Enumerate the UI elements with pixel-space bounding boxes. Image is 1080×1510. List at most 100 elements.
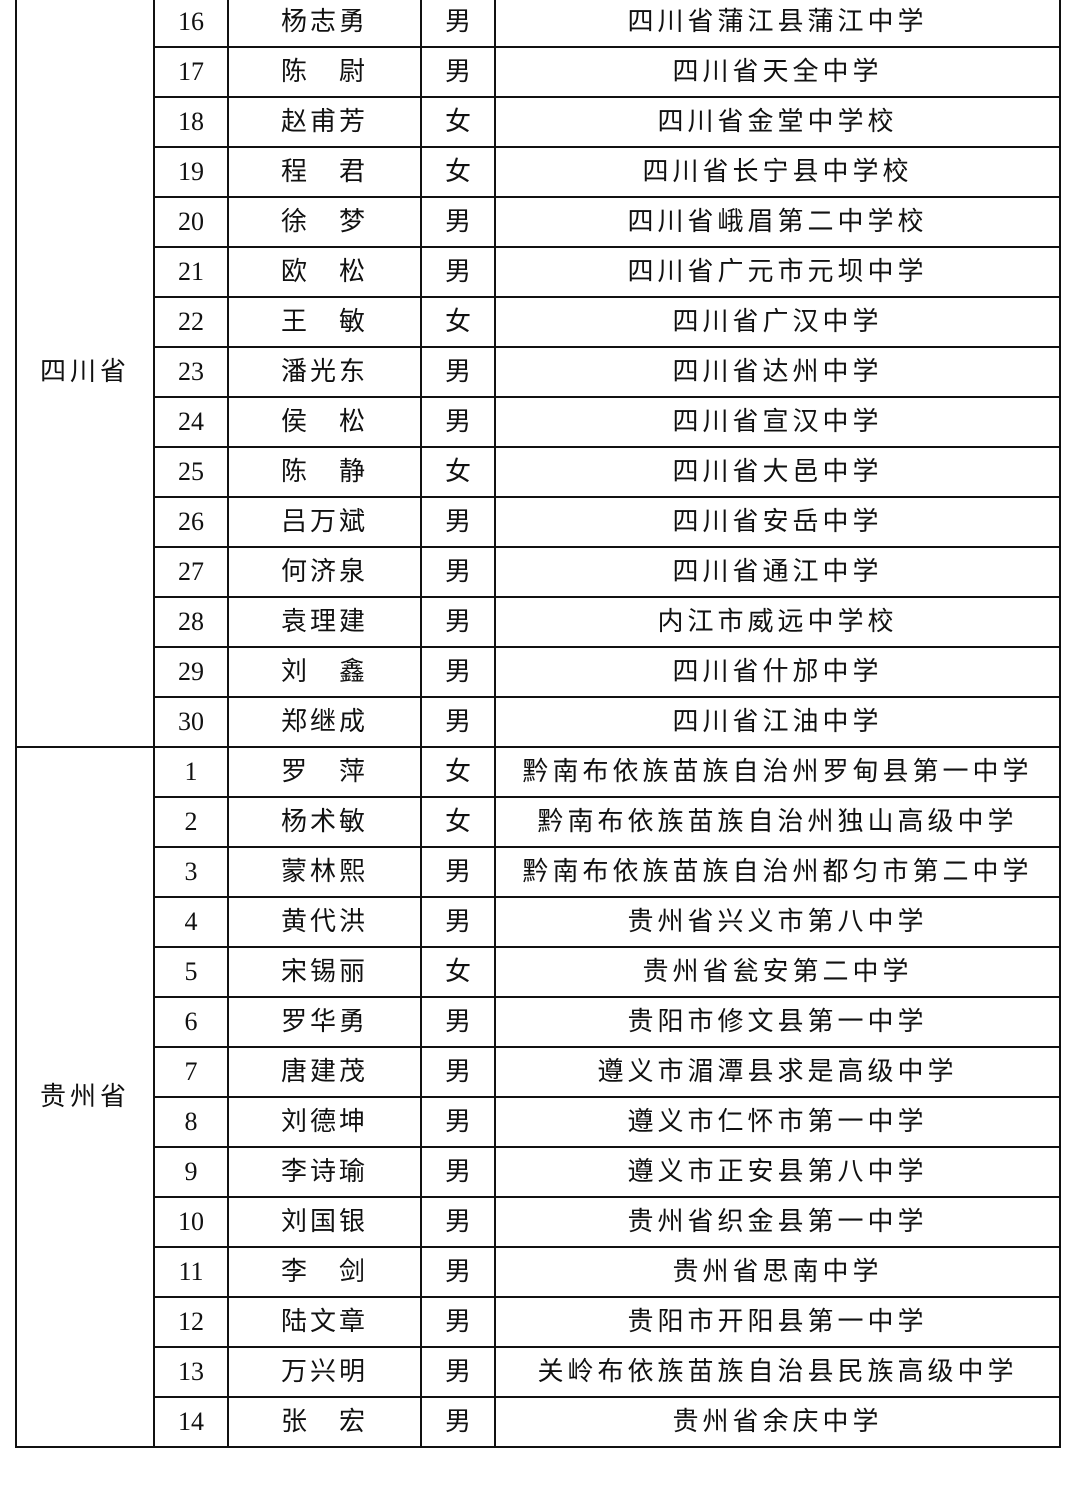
number-cell: 7 xyxy=(153,1046,229,1098)
gender-cell: 男 xyxy=(420,1046,496,1098)
number-cell: 13 xyxy=(153,1346,229,1398)
gender-cell: 男 xyxy=(420,1196,496,1248)
school-cell: 贵州省瓮安第二中学 xyxy=(494,946,1061,998)
province-cell: 四川省 xyxy=(15,0,155,748)
school-cell: 贵州省兴义市第八中学 xyxy=(494,896,1061,948)
gender-cell: 男 xyxy=(420,346,496,398)
name-cell: 何济泉 xyxy=(227,546,422,598)
number-cell: 4 xyxy=(153,896,229,948)
school-cell: 四川省广元市元坝中学 xyxy=(494,246,1061,298)
number-cell: 23 xyxy=(153,346,229,398)
name-cell: 刘德坤 xyxy=(227,1096,422,1148)
table-row: 21 欧 松男四川省广元市元坝中学 xyxy=(16,246,1061,298)
table-row: 9 李诗瑜男遵义市正安县第八中学 xyxy=(16,1146,1061,1198)
table-row: 22 王 敏女四川省广汉中学 xyxy=(16,296,1061,348)
number-cell: 8 xyxy=(153,1096,229,1148)
table-row: 18 赵甫芳女四川省金堂中学校 xyxy=(16,96,1061,148)
table-row: 10 刘国银男贵州省织金县第一中学 xyxy=(16,1196,1061,1248)
gender-cell: 男 xyxy=(420,1246,496,1298)
table-row: 四川省 16 杨志勇男 四川省蒲江县蒲江中学 xyxy=(15,0,1061,748)
number-cell: 10 xyxy=(153,1196,229,1248)
school-cell: 四川省江油中学 xyxy=(494,696,1061,748)
gender-cell: 男 xyxy=(420,696,496,748)
table-row: 26 吕万斌男四川省安岳中学 xyxy=(16,496,1061,548)
gender-cell: 男 xyxy=(420,1396,496,1448)
school-cell: 贵州省织金县第一中学 xyxy=(494,1196,1061,1248)
number-cell: 26 xyxy=(153,496,229,548)
name-cell: 潘光东 xyxy=(227,346,422,398)
name-cell: 宋锡丽 xyxy=(227,946,422,998)
name-cell: 黄代洪 xyxy=(227,896,422,948)
table-row: 14 张 宏男贵州省余庆中学 xyxy=(16,1396,1061,1448)
table-row: 13 万兴明男关岭布依族苗族自治县民族高级中学 xyxy=(16,1346,1061,1398)
name-cell: 刘国银 xyxy=(227,1196,422,1248)
table-row: 24 侯 松男四川省宣汉中学 xyxy=(16,396,1061,448)
school-cell: 四川省宣汉中学 xyxy=(494,396,1061,448)
number-cell: 5 xyxy=(153,946,229,998)
name-cell: 杨志勇 xyxy=(227,0,422,48)
gender-cell: 男 xyxy=(420,596,496,648)
name-cell: 陈 尉 xyxy=(227,46,422,98)
table-row: 20 徐 梦男四川省峨眉第二中学校 xyxy=(16,196,1061,248)
gender-cell: 女 xyxy=(420,796,496,848)
number-cell: 29 xyxy=(153,646,229,698)
name-cell: 袁理建 xyxy=(227,596,422,648)
school-cell: 四川省天全中学 xyxy=(494,46,1061,98)
roster-table-body: 四川省 16 杨志勇男四川省蒲江县蒲江中学 17 陈 尉男四川省天全中学 18 赵甫芳女四川… xyxy=(15,0,1061,1448)
school-cell: 遵义市湄潭县求是高级中学 xyxy=(494,1046,1061,1098)
school-cell: 内江市威远中学校 xyxy=(494,596,1061,648)
school-cell: 四川省什邡中学 xyxy=(494,646,1061,698)
school-cell: 四川省广汉中学 xyxy=(494,296,1061,348)
number-cell: 27 xyxy=(153,546,229,598)
table-row: 11 李 剑男贵州省思南中学 xyxy=(16,1246,1061,1298)
number-cell: 1 xyxy=(153,746,229,798)
table-row: 23 潘光东男四川省达州中学 xyxy=(16,346,1061,398)
gender-cell: 男 xyxy=(420,496,496,548)
school-cell: 贵州省余庆中学 xyxy=(494,1396,1061,1448)
name-cell: 万兴明 xyxy=(227,1346,422,1398)
school-cell: 四川省峨眉第二中学校 xyxy=(494,196,1061,248)
number-cell: 22 xyxy=(153,296,229,348)
school-cell: 四川省蒲江县蒲江中学 xyxy=(494,0,1061,48)
name-cell: 罗 萍 xyxy=(227,746,422,798)
gender-cell: 男 xyxy=(420,646,496,698)
name-cell: 唐建茂 xyxy=(227,1046,422,1098)
gender-cell: 男 xyxy=(420,196,496,248)
school-cell: 四川省长宁县中学校 xyxy=(494,146,1061,198)
school-cell: 黔南布依族苗族自治州都匀市第二中学 xyxy=(494,846,1061,898)
name-cell: 李 剑 xyxy=(227,1246,422,1298)
table-row: 28 袁理建男内江市威远中学校 xyxy=(16,596,1061,648)
school-cell: 遵义市正安县第八中学 xyxy=(494,1146,1061,1198)
gender-cell: 男 xyxy=(420,246,496,298)
school-cell: 四川省大邑中学 xyxy=(494,446,1061,498)
gender-cell: 女 xyxy=(420,946,496,998)
school-cell: 四川省通江中学 xyxy=(494,546,1061,598)
table-row: 25 陈 静女四川省大邑中学 xyxy=(16,446,1061,498)
gender-cell: 男 xyxy=(420,896,496,948)
table-row: 贵州省 1 罗 萍女黔南布依族苗族自治州罗甸县第一中学 xyxy=(15,746,1061,1448)
table-row: 2 杨术敏女黔南布依族苗族自治州独山高级中学 xyxy=(16,796,1061,848)
school-cell: 四川省安岳中学 xyxy=(494,496,1061,548)
table-row: 19 程 君女四川省长宁县中学校 xyxy=(16,146,1061,198)
school-cell: 黔南布依族苗族自治州罗甸县第一中学 xyxy=(494,746,1061,798)
name-cell: 王 敏 xyxy=(227,296,422,348)
number-cell: 21 xyxy=(153,246,229,298)
gender-cell: 男 xyxy=(420,1096,496,1148)
table-row: 4 黄代洪男贵州省兴义市第八中学 xyxy=(16,896,1061,948)
name-cell: 欧 松 xyxy=(227,246,422,298)
number-cell: 2 xyxy=(153,796,229,848)
table-row: 7 唐建茂男遵义市湄潭县求是高级中学 xyxy=(16,1046,1061,1098)
number-cell: 24 xyxy=(153,396,229,448)
name-cell: 刘 鑫 xyxy=(227,646,422,698)
school-cell: 四川省金堂中学校 xyxy=(494,96,1061,148)
name-cell: 赵甫芳 xyxy=(227,96,422,148)
school-cell: 遵义市仁怀市第一中学 xyxy=(494,1096,1061,1148)
table-row: 5 宋锡丽女贵州省瓮安第二中学 xyxy=(16,946,1061,998)
name-cell: 吕万斌 xyxy=(227,496,422,548)
number-cell: 16 xyxy=(153,0,229,48)
name-cell: 杨术敏 xyxy=(227,796,422,848)
gender-cell: 女 xyxy=(420,446,496,498)
table-row: 17 陈 尉男四川省天全中学 xyxy=(16,46,1061,98)
school-cell: 贵州省思南中学 xyxy=(494,1246,1061,1298)
table-row: 6 罗华勇男贵阳市修文县第一中学 xyxy=(16,996,1061,1048)
